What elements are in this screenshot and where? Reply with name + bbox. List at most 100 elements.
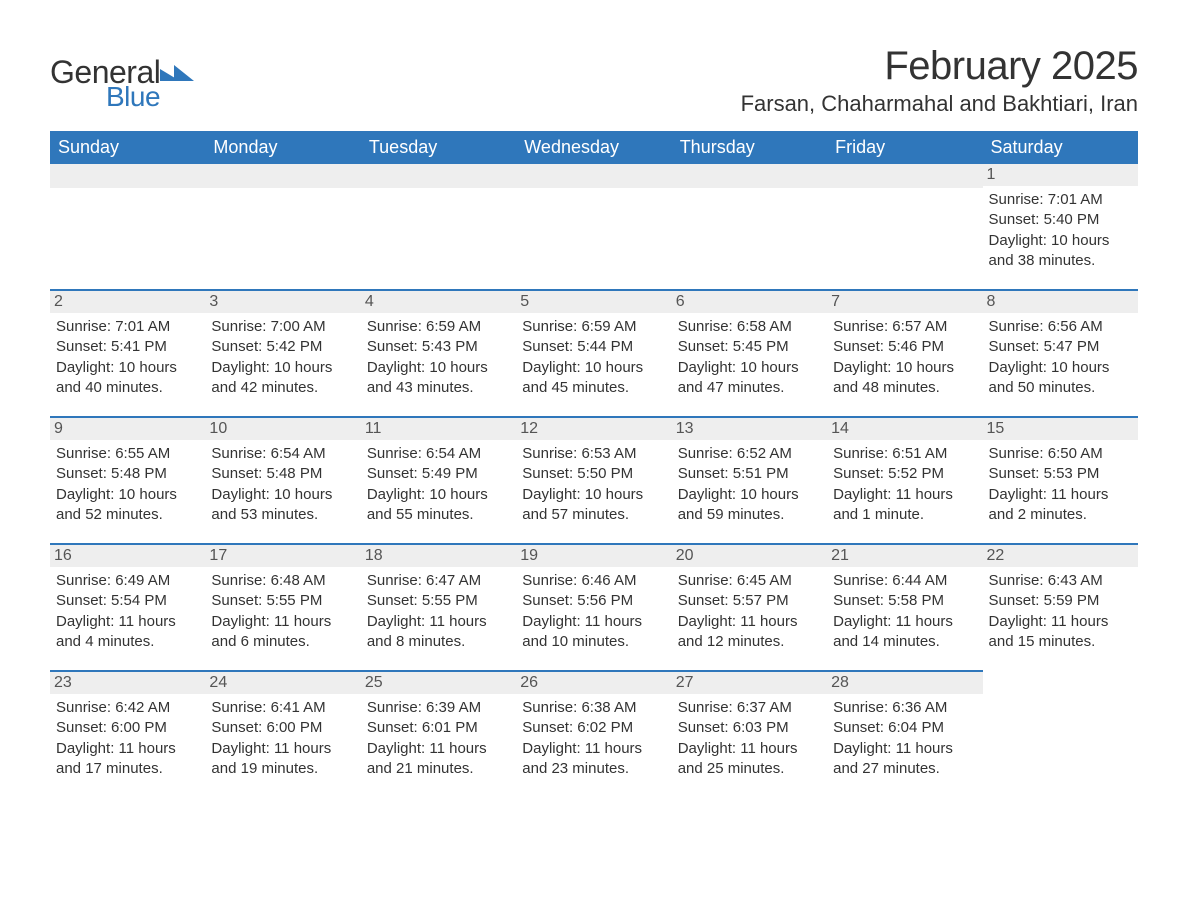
sunrise-line: Sunrise: 6:45 AM	[678, 571, 821, 591]
day-number: 10	[205, 416, 360, 440]
weekday-header: Saturday	[983, 131, 1138, 164]
day-details: Sunrise: 6:59 AMSunset: 5:44 PMDaylight:…	[522, 317, 665, 398]
sunrise-line: Sunrise: 6:58 AM	[678, 317, 821, 337]
sunset-line: Sunset: 5:59 PM	[989, 591, 1132, 611]
calendar-day: 21Sunrise: 6:44 AMSunset: 5:58 PMDayligh…	[827, 543, 982, 670]
daylight-line: Daylight: 11 hours and 19 minutes.	[211, 739, 354, 780]
calendar-day: 12Sunrise: 6:53 AMSunset: 5:50 PMDayligh…	[516, 416, 671, 543]
sunrise-line: Sunrise: 6:50 AM	[989, 444, 1132, 464]
sunrise-line: Sunrise: 6:42 AM	[56, 698, 199, 718]
calendar-week: 1Sunrise: 7:01 AMSunset: 5:40 PMDaylight…	[50, 164, 1138, 289]
day-details: Sunrise: 6:47 AMSunset: 5:55 PMDaylight:…	[367, 571, 510, 652]
day-number: 28	[827, 670, 982, 694]
calendar-day: 16Sunrise: 6:49 AMSunset: 5:54 PMDayligh…	[50, 543, 205, 670]
weekday-header: Friday	[827, 131, 982, 164]
calendar-day: 1Sunrise: 7:01 AMSunset: 5:40 PMDaylight…	[983, 164, 1138, 289]
sunrise-line: Sunrise: 7:00 AM	[211, 317, 354, 337]
day-details: Sunrise: 6:38 AMSunset: 6:02 PMDaylight:…	[522, 698, 665, 779]
calendar-day: 5Sunrise: 6:59 AMSunset: 5:44 PMDaylight…	[516, 289, 671, 416]
sunrise-line: Sunrise: 6:55 AM	[56, 444, 199, 464]
calendar-empty	[205, 164, 360, 289]
day-number: 4	[361, 289, 516, 313]
day-details: Sunrise: 6:39 AMSunset: 6:01 PMDaylight:…	[367, 698, 510, 779]
daylight-line: Daylight: 10 hours and 59 minutes.	[678, 485, 821, 526]
sunset-line: Sunset: 5:52 PM	[833, 464, 976, 484]
day-details: Sunrise: 6:41 AMSunset: 6:00 PMDaylight:…	[211, 698, 354, 779]
calendar-day: 6Sunrise: 6:58 AMSunset: 5:45 PMDaylight…	[672, 289, 827, 416]
daylight-line: Daylight: 11 hours and 2 minutes.	[989, 485, 1132, 526]
day-number: 22	[983, 543, 1138, 567]
daylight-line: Daylight: 11 hours and 27 minutes.	[833, 739, 976, 780]
sunrise-line: Sunrise: 6:56 AM	[989, 317, 1132, 337]
calendar-empty	[983, 670, 1138, 797]
day-number: 15	[983, 416, 1138, 440]
weekday-header: Sunday	[50, 131, 205, 164]
daylight-line: Daylight: 10 hours and 57 minutes.	[522, 485, 665, 526]
calendar-day: 4Sunrise: 6:59 AMSunset: 5:43 PMDaylight…	[361, 289, 516, 416]
calendar-day: 22 Sunrise: 6:43 AMSunset: 5:59 PMDayligh…	[983, 543, 1138, 670]
empty-daynum-strip	[827, 164, 982, 188]
day-number: 13	[672, 416, 827, 440]
day-details: Sunrise: 6:57 AMSunset: 5:46 PMDaylight:…	[833, 317, 976, 398]
daylight-line: Daylight: 10 hours and 38 minutes.	[989, 231, 1132, 272]
sunrise-line: Sunrise: 6:47 AM	[367, 571, 510, 591]
day-details: Sunrise: 6:44 AMSunset: 5:58 PMDaylight:…	[833, 571, 976, 652]
daylight-line: Daylight: 10 hours and 43 minutes.	[367, 358, 510, 399]
weekday-header: Wednesday	[516, 131, 671, 164]
empty-daynum-strip	[672, 164, 827, 188]
day-number: 26	[516, 670, 671, 694]
calendar-day: 28Sunrise: 6:36 AMSunset: 6:04 PMDayligh…	[827, 670, 982, 797]
sunset-line: Sunset: 5:44 PM	[522, 337, 665, 357]
day-number: 6	[672, 289, 827, 313]
day-number: 8	[983, 289, 1138, 313]
calendar-day: 18 Sunrise: 6:47 AMSunset: 5:55 PMDayligh…	[361, 543, 516, 670]
day-details: Sunrise: 7:01 AMSunset: 5:41 PMDaylight:…	[56, 317, 199, 398]
calendar-week: 16Sunrise: 6:49 AMSunset: 5:54 PMDayligh…	[50, 543, 1138, 670]
weekday-header: Monday	[205, 131, 360, 164]
sunrise-line: Sunrise: 6:51 AM	[833, 444, 976, 464]
day-number: 2	[50, 289, 205, 313]
sunrise-line: Sunrise: 6:54 AM	[367, 444, 510, 464]
daylight-line: Daylight: 11 hours and 8 minutes.	[367, 612, 510, 653]
daylight-line: Daylight: 11 hours and 15 minutes.	[989, 612, 1132, 653]
calendar-week: 2 Sunrise: 7:01 AMSunset: 5:41 PMDaylight…	[50, 289, 1138, 416]
sunrise-line: Sunrise: 6:57 AM	[833, 317, 976, 337]
sunrise-line: Sunrise: 6:46 AM	[522, 571, 665, 591]
calendar-day: 19Sunrise: 6:46 AMSunset: 5:56 PMDayligh…	[516, 543, 671, 670]
day-details: Sunrise: 6:43 AMSunset: 5:59 PMDaylight:…	[989, 571, 1132, 652]
weekday-header: Tuesday	[361, 131, 516, 164]
calendar-day: 13Sunrise: 6:52 AMSunset: 5:51 PMDayligh…	[672, 416, 827, 543]
day-details: Sunrise: 6:53 AMSunset: 5:50 PMDaylight:…	[522, 444, 665, 525]
location-subtitle: Farsan, Chaharmahal and Bakhtiari, Iran	[741, 91, 1138, 117]
sunset-line: Sunset: 5:54 PM	[56, 591, 199, 611]
calendar-day: 3Sunrise: 7:00 AMSunset: 5:42 PMDaylight…	[205, 289, 360, 416]
sunrise-line: Sunrise: 6:44 AM	[833, 571, 976, 591]
sunrise-line: Sunrise: 7:01 AM	[56, 317, 199, 337]
daylight-line: Daylight: 11 hours and 21 minutes.	[367, 739, 510, 780]
daylight-line: Daylight: 10 hours and 42 minutes.	[211, 358, 354, 399]
sunrise-line: Sunrise: 6:36 AM	[833, 698, 976, 718]
calendar-day: 27Sunrise: 6:37 AMSunset: 6:03 PMDayligh…	[672, 670, 827, 797]
day-number: 7	[827, 289, 982, 313]
daylight-line: Daylight: 10 hours and 50 minutes.	[989, 358, 1132, 399]
sunrise-line: Sunrise: 6:53 AM	[522, 444, 665, 464]
logo-word2: Blue	[106, 81, 194, 113]
calendar-week: 23Sunrise: 6:42 AMSunset: 6:00 PMDayligh…	[50, 670, 1138, 797]
day-number: 24	[205, 670, 360, 694]
calendar-day: 26 Sunrise: 6:38 AMSunset: 6:02 PMDayligh…	[516, 670, 671, 797]
daylight-line: Daylight: 11 hours and 23 minutes.	[522, 739, 665, 780]
daylight-line: Daylight: 11 hours and 1 minute.	[833, 485, 976, 526]
sunset-line: Sunset: 5:49 PM	[367, 464, 510, 484]
day-number: 18	[361, 543, 516, 567]
weekday-header: Thursday	[672, 131, 827, 164]
day-number: 23	[50, 670, 205, 694]
calendar-day: 14Sunrise: 6:51 AMSunset: 5:52 PMDayligh…	[827, 416, 982, 543]
daylight-line: Daylight: 10 hours and 45 minutes.	[522, 358, 665, 399]
day-details: Sunrise: 6:37 AMSunset: 6:03 PMDaylight:…	[678, 698, 821, 779]
sunset-line: Sunset: 5:48 PM	[211, 464, 354, 484]
calendar-day: 9Sunrise: 6:55 AMSunset: 5:48 PMDaylight…	[50, 416, 205, 543]
day-details: Sunrise: 6:54 AMSunset: 5:48 PMDaylight:…	[211, 444, 354, 525]
calendar-empty	[827, 164, 982, 289]
calendar-day: 20Sunrise: 6:45 AMSunset: 5:57 PMDayligh…	[672, 543, 827, 670]
sunrise-line: Sunrise: 6:54 AM	[211, 444, 354, 464]
